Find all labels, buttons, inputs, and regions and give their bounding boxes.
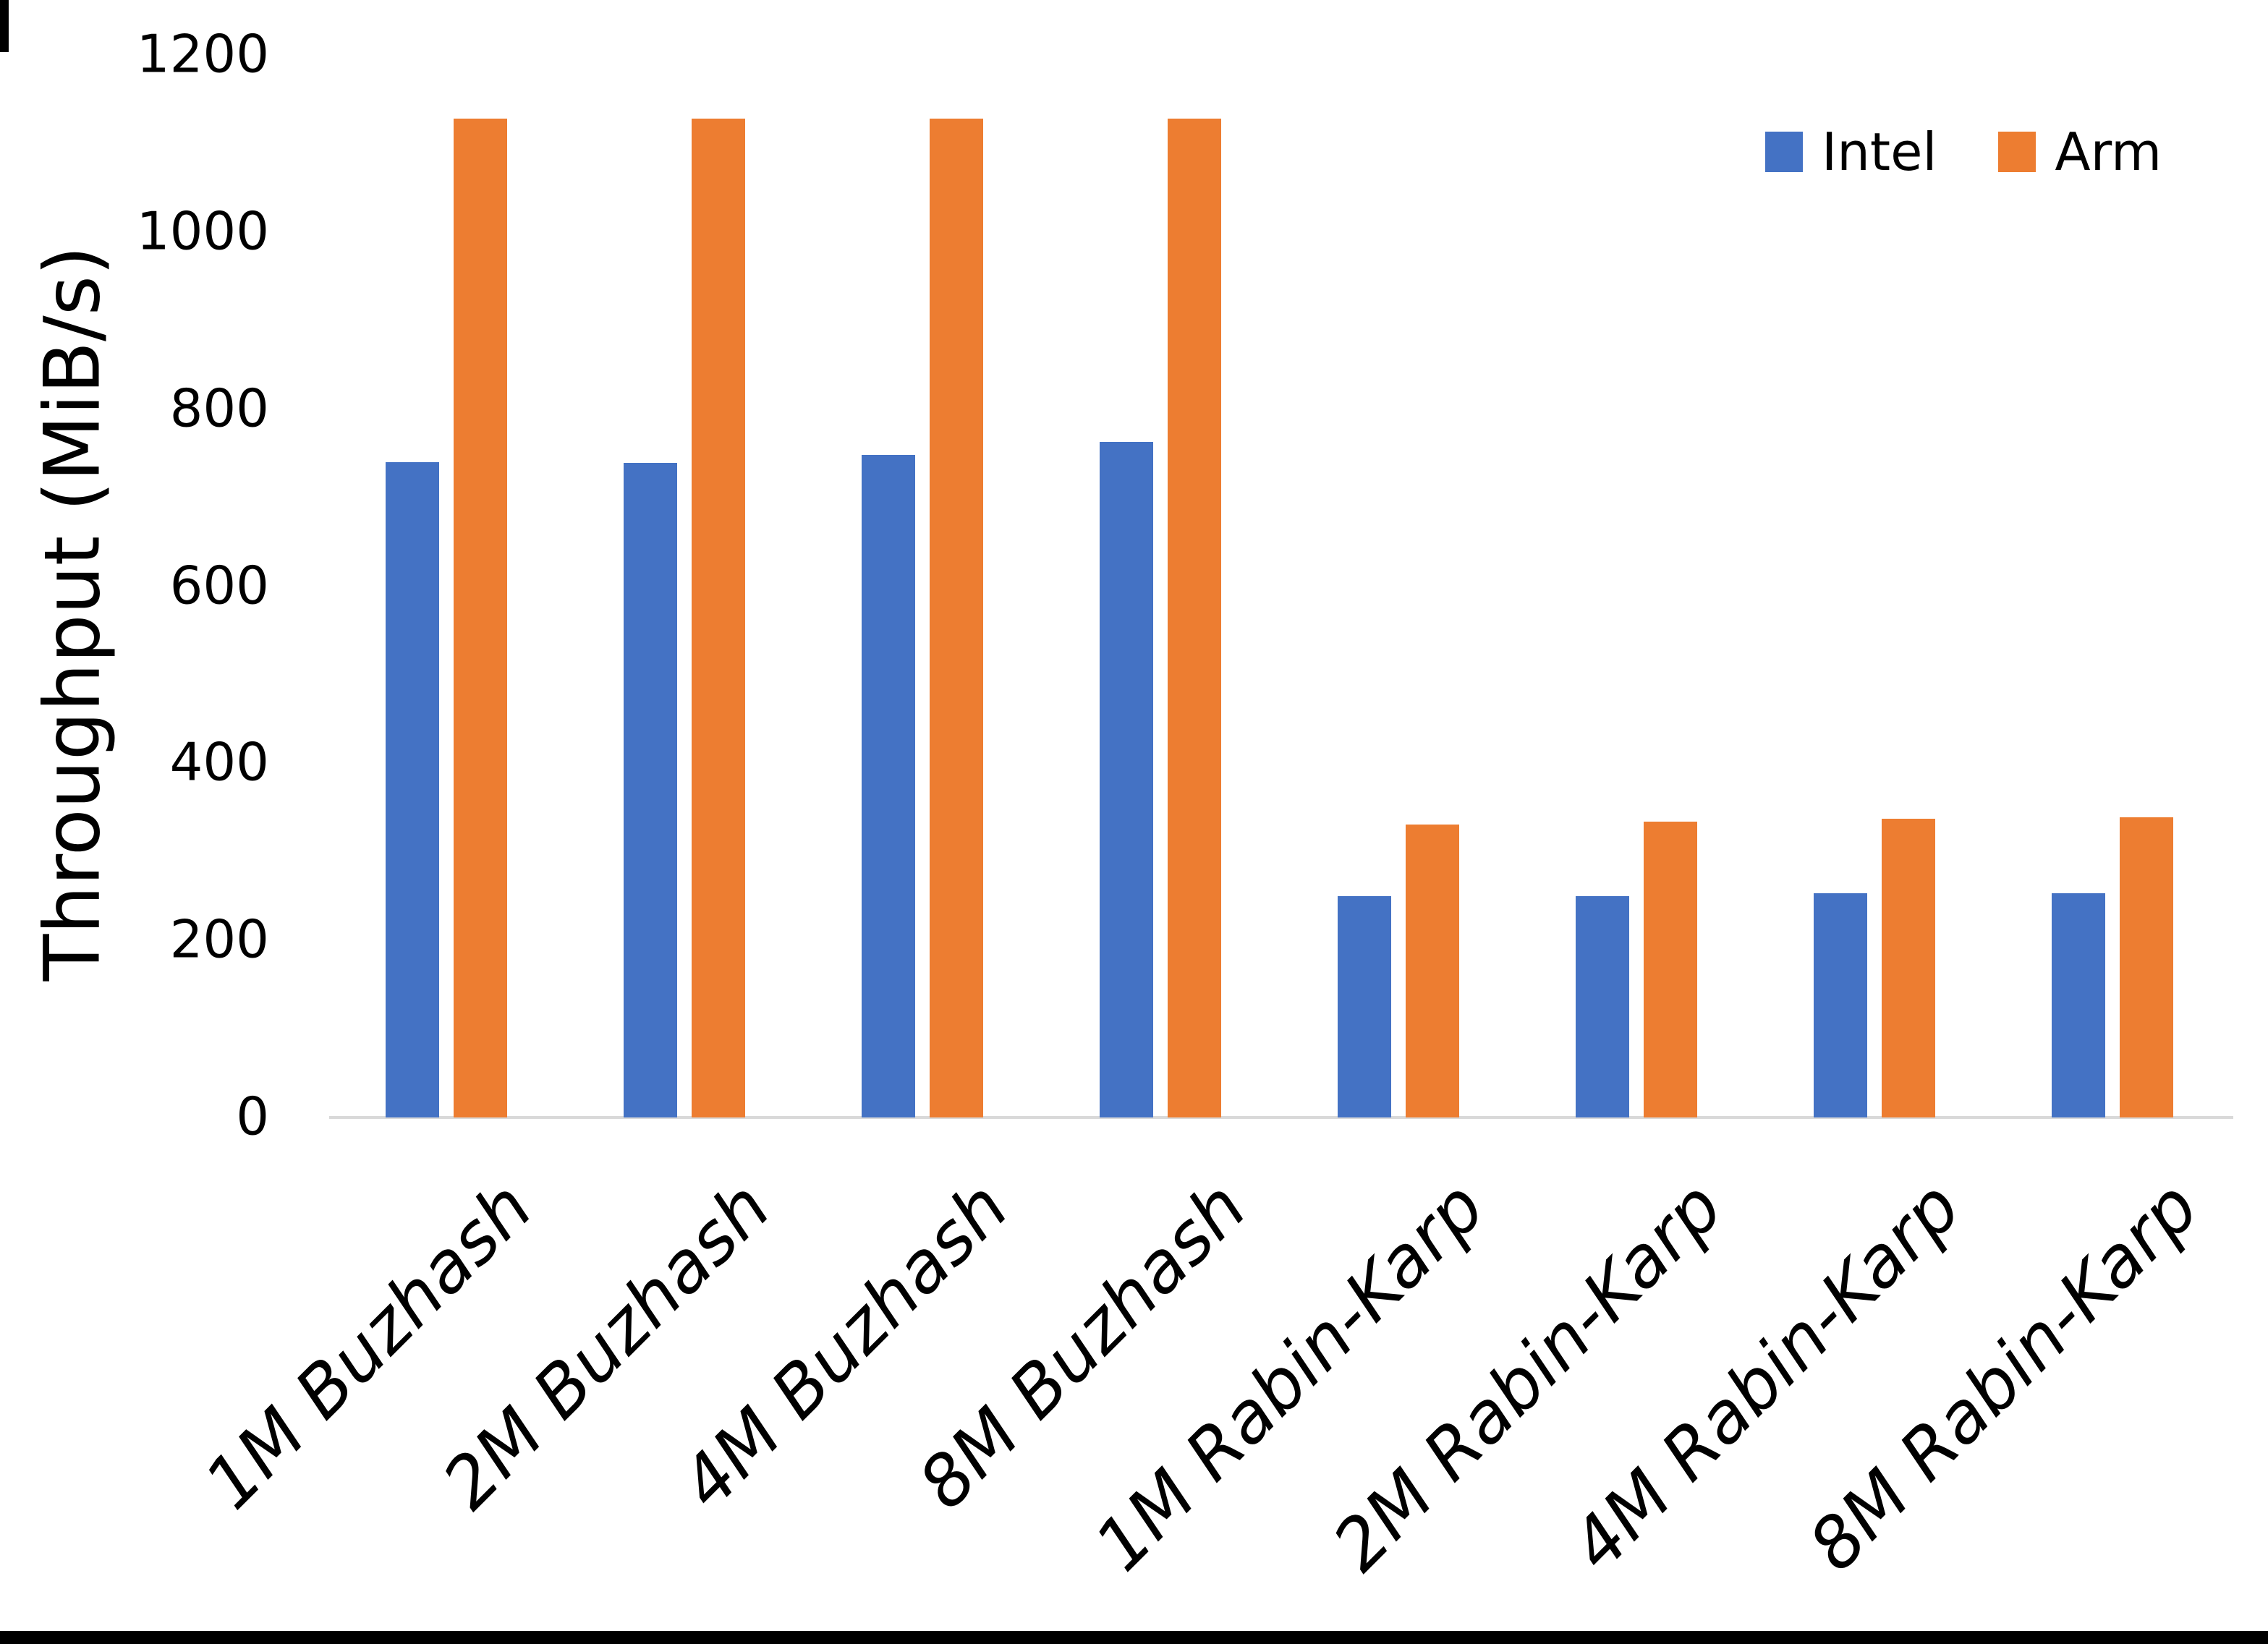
- bar-arm-2: [692, 119, 745, 1117]
- legend-label-arm: Arm: [2055, 122, 2162, 182]
- x-axis-line: [329, 1116, 2233, 1119]
- bar-intel-6: [1576, 896, 1629, 1117]
- y-axis-title: Throughput (MiB/s): [27, 245, 117, 981]
- bar-intel-2: [624, 463, 677, 1117]
- y-axis-tick-label: 400: [169, 731, 269, 793]
- legend-label-intel: Intel: [1822, 122, 1937, 182]
- screenshot-edge-artifact-bottom: [0, 1631, 2268, 1644]
- y-axis-tick-label: 800: [169, 377, 269, 438]
- legend: Intel Arm: [1765, 122, 2162, 182]
- bar-intel-1: [386, 462, 439, 1117]
- arm-series-swatch-icon: [1998, 132, 2036, 172]
- bar-arm-8: [2120, 817, 2173, 1117]
- bar-intel-7: [1814, 893, 1867, 1117]
- bar-intel-5: [1338, 896, 1391, 1117]
- y-axis-tick-label: 0: [236, 1086, 269, 1147]
- y-axis-tick-label: 200: [169, 908, 269, 970]
- bar-arm-3: [930, 119, 983, 1117]
- y-axis-tick-label: 1200: [136, 23, 269, 85]
- screenshot-edge-artifact-top-left: [0, 0, 9, 52]
- intel-series-swatch-icon: [1765, 132, 1803, 172]
- bar-arm-7: [1882, 819, 1935, 1117]
- bar-arm-6: [1644, 822, 1697, 1117]
- y-axis-tick-label: 1000: [136, 200, 269, 262]
- bar-intel-3: [862, 455, 915, 1117]
- bar-intel-4: [1100, 442, 1153, 1117]
- legend-item-arm: Arm: [1998, 122, 2162, 182]
- bar-arm-5: [1406, 825, 1459, 1117]
- y-axis-tick-label: 600: [169, 554, 269, 616]
- bar-arm-4: [1168, 119, 1221, 1117]
- legend-item-intel: Intel: [1765, 122, 1937, 182]
- bar-intel-8: [2052, 893, 2105, 1117]
- bar-arm-1: [454, 119, 507, 1117]
